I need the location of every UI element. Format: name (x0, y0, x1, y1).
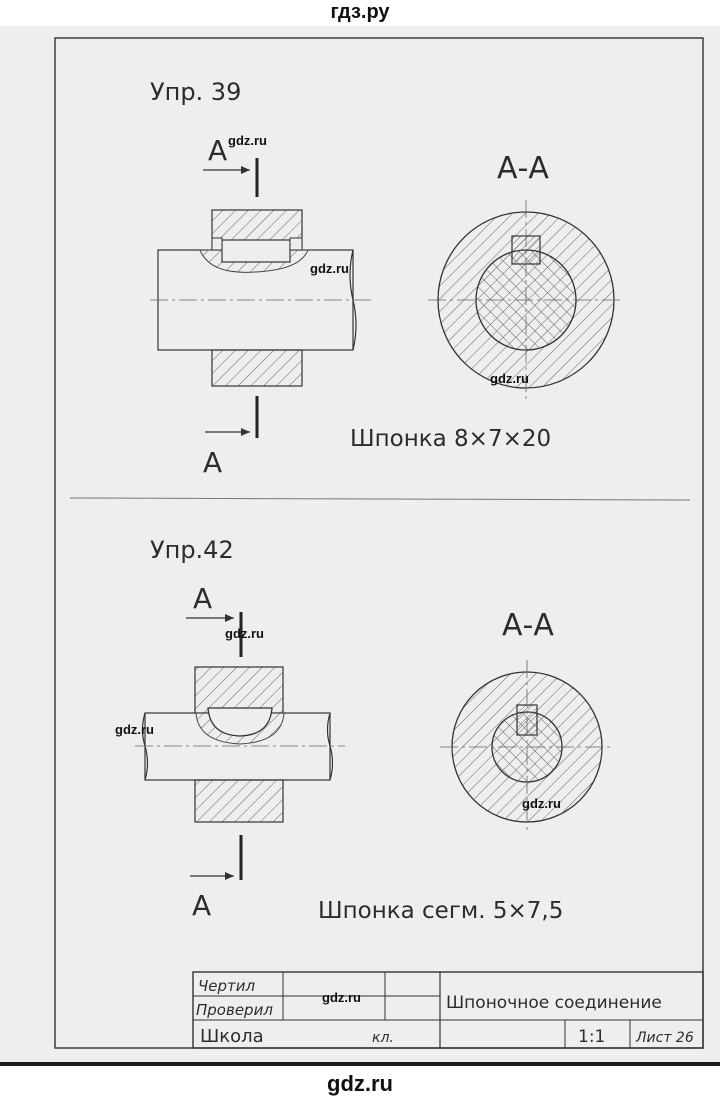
cut-arrowhead-top-1 (241, 166, 250, 174)
watermark-3: gdz.ru (490, 371, 529, 386)
watermark-5: gdz.ru (115, 722, 154, 737)
scale-value: 1:1 (578, 1027, 605, 1047)
shaft-break-2b (326, 712, 334, 781)
section-view-label-1: А-А (497, 151, 549, 186)
watermark-1: gdz.ru (228, 133, 267, 148)
section-mark-bottom-2: А (192, 889, 211, 922)
section-view-label-2: А-А (502, 608, 554, 643)
exercise-39-title: Упр. 39 (150, 78, 241, 106)
drawing-sheet (0, 26, 720, 1066)
caption-1: Шпонка 8×7×20 (350, 426, 551, 452)
watermark-6: gdz.ru (522, 796, 561, 811)
cut-arrowhead-top-2 (225, 614, 234, 622)
site-footer[interactable]: gdz.ru (0, 1066, 720, 1103)
key-1 (221, 239, 291, 263)
drawing-title: Шпоночное соединение (446, 993, 662, 1013)
key-groove-1b (289, 237, 303, 251)
caption-2: Шпонка сегм. 5×7,5 (318, 898, 563, 924)
hub-top-2 (194, 666, 284, 714)
cut-arrowhead-bottom-1 (241, 428, 250, 436)
section-divider (69, 497, 691, 501)
watermark-4: gdz.ru (225, 626, 264, 641)
watermark-2: gdz.ru (310, 261, 349, 276)
school-label: Школа (200, 1026, 264, 1047)
hub-bottom-1 (211, 349, 303, 387)
segment-key-2 (207, 707, 273, 737)
section-mark-bottom-1: А (203, 446, 222, 479)
title-block (192, 971, 704, 1049)
sheet-number: Лист 26 (635, 1030, 694, 1046)
exercise-42-title: Упр.42 (150, 536, 234, 564)
site-header[interactable]: гдз.ру (330, 1, 390, 23)
checked-label: Проверил (196, 1001, 273, 1019)
section-mark-top-1: А (208, 134, 227, 167)
watermark-7: gdz.ru (322, 990, 361, 1005)
class-label: кл. (372, 1030, 394, 1046)
hub-bottom-2 (194, 779, 284, 823)
drawn-label: Чертил (198, 977, 256, 995)
section-mark-top-2: А (193, 582, 212, 615)
cut-arrowhead-bottom-2 (225, 872, 234, 880)
key-groove-1 (211, 237, 223, 251)
scan-edge (0, 1062, 720, 1066)
